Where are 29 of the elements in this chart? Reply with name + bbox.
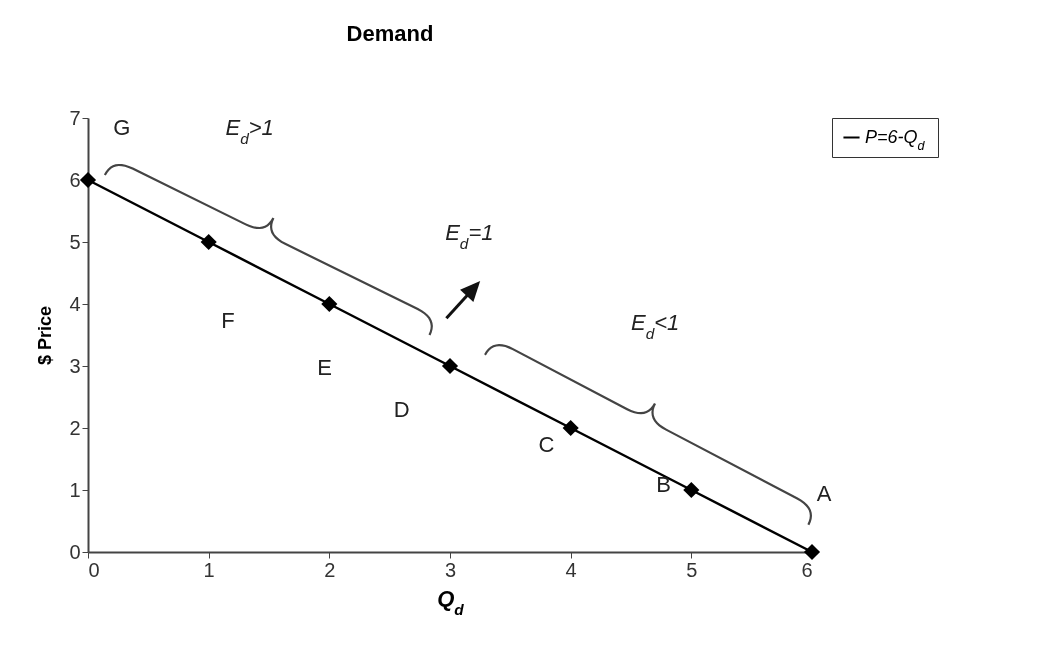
annotation: C: [538, 431, 555, 457]
annotation: D: [393, 396, 410, 422]
x-tick-label: 5: [686, 558, 698, 581]
x-tick-label: 1: [203, 558, 215, 581]
y-axis-title: $ Price: [35, 305, 56, 366]
annotation: E$_{d}$<1: [630, 310, 680, 342]
y-tick-label: 3: [69, 354, 81, 377]
annotation: F: [221, 307, 235, 333]
y-tick-label: 6: [69, 168, 81, 191]
annotation: E$_{d}$=1: [445, 220, 494, 252]
y-tick-label: 4: [69, 292, 81, 315]
x-tick-label: 4: [565, 558, 577, 581]
annotation: E$_{d}$>1: [225, 114, 274, 147]
annotation: B: [656, 471, 671, 497]
x-tick-label: 2: [324, 558, 336, 581]
y-tick-label: 5: [69, 230, 81, 253]
y-tick-label: 7: [69, 106, 81, 129]
chart-title: Demand: [346, 21, 434, 46]
y-tick-label: 2: [69, 416, 81, 439]
x-tick-label: 6: [801, 558, 813, 581]
x-tick-label: 3: [444, 558, 457, 581]
y-tick-label: 1: [69, 478, 81, 501]
annotation: G: [113, 115, 131, 141]
text: A: [816, 481, 832, 507]
legend-label: P=6-Q$_{d}$: [865, 126, 926, 153]
annotation: E: [317, 355, 332, 381]
y-tick-label: 0: [69, 540, 81, 563]
x-axis-title: Q$_{d}$: [437, 585, 465, 617]
x-tick-label: 0: [88, 558, 100, 581]
